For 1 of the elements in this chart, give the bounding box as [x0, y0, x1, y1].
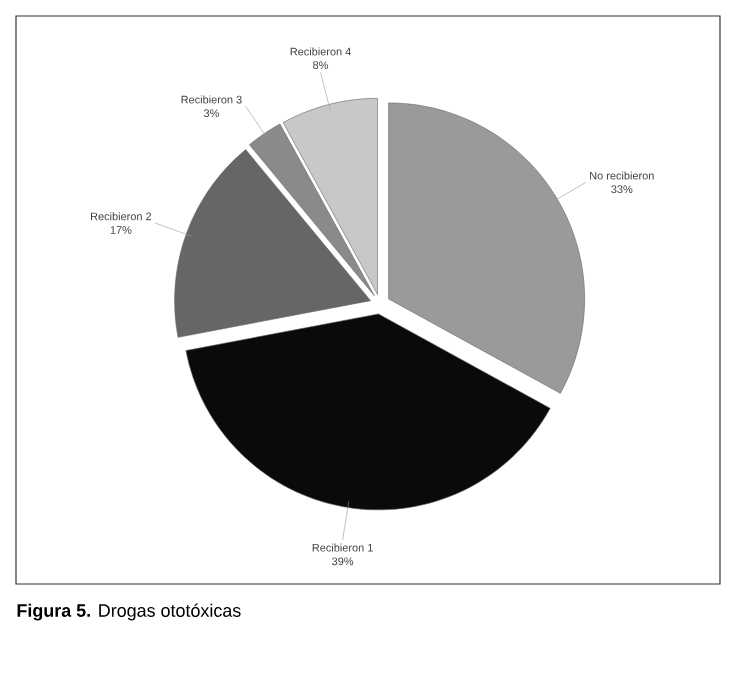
text: Figura 5. Drogas ototóxicas [17, 603, 241, 621]
